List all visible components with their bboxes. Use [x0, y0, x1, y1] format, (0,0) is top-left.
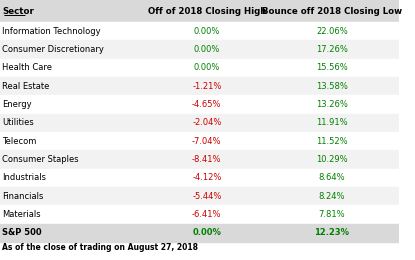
Text: -1.21%: -1.21%	[192, 82, 222, 91]
Bar	[0, 40, 399, 59]
Text: 0.00%: 0.00%	[193, 228, 221, 237]
Text: 15.56%: 15.56%	[316, 63, 348, 72]
Bar	[0, 169, 399, 187]
Text: Utilities: Utilities	[2, 118, 34, 127]
Bar	[0, 150, 399, 169]
Text: -4.65%: -4.65%	[192, 100, 222, 109]
Text: 13.58%: 13.58%	[316, 82, 348, 91]
Bar	[0, 205, 399, 224]
Text: Energy: Energy	[2, 100, 32, 109]
Text: -8.41%: -8.41%	[192, 155, 222, 164]
Text: 17.26%: 17.26%	[316, 45, 348, 54]
Bar	[0, 114, 399, 132]
Bar	[0, 0, 399, 22]
Text: Bounce off 2018 Closing Low: Bounce off 2018 Closing Low	[262, 6, 402, 16]
Text: Consumer Discretionary: Consumer Discretionary	[2, 45, 104, 54]
Bar	[0, 224, 399, 242]
Text: 0.00%: 0.00%	[194, 63, 220, 72]
Text: -6.41%: -6.41%	[192, 210, 222, 219]
Bar	[0, 22, 399, 40]
Text: Financials: Financials	[2, 192, 43, 201]
Text: Sector: Sector	[2, 6, 34, 16]
Bar	[0, 187, 399, 205]
Text: 8.24%: 8.24%	[319, 192, 345, 201]
Text: -4.12%: -4.12%	[192, 173, 222, 182]
Text: Real Estate: Real Estate	[2, 82, 49, 91]
Text: S&P 500: S&P 500	[2, 228, 42, 237]
Text: Industrials: Industrials	[2, 173, 46, 182]
Text: 7.81%: 7.81%	[319, 210, 345, 219]
Text: 13.26%: 13.26%	[316, 100, 348, 109]
Text: 0.00%: 0.00%	[194, 27, 220, 36]
Text: -2.04%: -2.04%	[192, 118, 222, 127]
Text: 8.64%: 8.64%	[319, 173, 345, 182]
Text: As of the close of trading on August 27, 2018: As of the close of trading on August 27,…	[2, 243, 198, 252]
Text: Health Care: Health Care	[2, 63, 52, 72]
Text: -5.44%: -5.44%	[192, 192, 222, 201]
Bar	[0, 132, 399, 150]
Bar	[0, 59, 399, 77]
Text: 0.00%: 0.00%	[194, 45, 220, 54]
Text: 11.52%: 11.52%	[316, 137, 348, 146]
Text: -7.04%: -7.04%	[192, 137, 222, 146]
Text: Information Technology: Information Technology	[2, 27, 100, 36]
Bar	[0, 95, 399, 114]
Text: 11.91%: 11.91%	[316, 118, 348, 127]
Text: Telecom: Telecom	[2, 137, 36, 146]
Text: 22.06%: 22.06%	[316, 27, 348, 36]
Text: 12.23%: 12.23%	[314, 228, 349, 237]
Bar	[0, 77, 399, 95]
Text: 10.29%: 10.29%	[316, 155, 348, 164]
Text: Materials: Materials	[2, 210, 41, 219]
Text: Consumer Staples: Consumer Staples	[2, 155, 78, 164]
Text: Off of 2018 Closing High: Off of 2018 Closing High	[148, 6, 266, 16]
